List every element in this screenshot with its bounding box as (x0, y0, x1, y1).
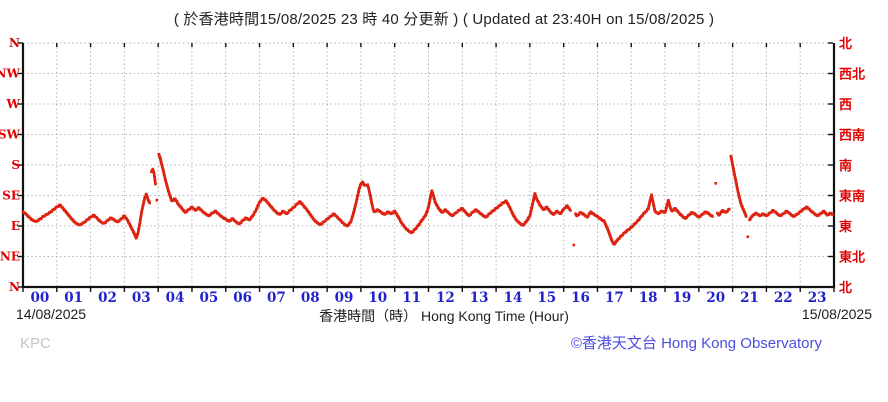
copyright-label: ©香港天文台 Hong Kong Observatory (570, 335, 822, 352)
y-axis-label-left: SE (2, 189, 20, 203)
y-axis-label-left: N (9, 36, 20, 50)
hour-tick-label: 12 (436, 290, 455, 306)
y-axis-label-right: 西北 (839, 68, 865, 83)
hour-tick-label: 16 (571, 290, 590, 306)
hour-tick-label: 04 (166, 290, 185, 306)
axis-ticks (18, 42, 835, 292)
station-code-label: KPC (20, 335, 51, 352)
y-axis-label-left: N (9, 280, 20, 294)
hour-tick-label: 10 (368, 290, 387, 306)
hour-tick-label: 05 (199, 290, 218, 306)
y-axis-label-right: 西南 (839, 128, 865, 144)
hour-tick-label: 19 (673, 290, 692, 306)
hour-tick-label: 11 (402, 290, 421, 306)
grid-lines (23, 42, 834, 287)
y-axis-label-left: SW (0, 128, 21, 142)
y-axis-label-right: 東南 (839, 189, 865, 205)
data-points (21, 152, 835, 247)
hour-tick-label: 09 (335, 290, 354, 306)
y-axis-label-right: 東 (839, 219, 852, 235)
hour-tick-label: 15 (537, 290, 556, 306)
hour-tick-label: 21 (740, 290, 759, 306)
hour-tick-label: 23 (808, 290, 827, 306)
hour-tick-label: 08 (301, 290, 320, 306)
hour-tick-label: 17 (605, 290, 624, 306)
y-axis-label-right: 西 (839, 98, 852, 113)
x-axis-date-end: 15/08/2025 (801, 306, 872, 322)
hour-tick-label: 03 (132, 290, 151, 306)
hour-tick-label: 06 (233, 290, 252, 306)
y-axis-label-left: NW (0, 67, 21, 81)
hour-tick-label: 02 (98, 290, 117, 306)
hour-tick-label: 20 (706, 290, 725, 306)
x-axis-caption: 香港時間（時） Hong Kong Time (Hour) (319, 308, 569, 324)
hour-tick-label: 22 (774, 290, 793, 306)
y-axis-label-left: NE (0, 250, 20, 264)
hour-tick-label: 13 (470, 290, 489, 306)
y-axis-label-right: 北 (839, 281, 852, 296)
y-axis-label-right: 東北 (839, 250, 865, 266)
y-axis-label-left: S (11, 158, 20, 172)
hour-tick-label: 07 (267, 290, 286, 306)
x-axis-date-start: 14/08/2025 (16, 306, 87, 322)
hour-tick-label: 14 (504, 290, 523, 306)
y-axis-label-left: E (11, 219, 20, 233)
y-axis-label-right: 南 (839, 158, 852, 174)
hour-tick-label: 18 (639, 290, 658, 306)
axis-lines (21, 43, 836, 289)
y-axis-label-right: 北 (839, 37, 852, 52)
hour-tick-label: 01 (64, 290, 83, 306)
hour-tick-label: 00 (30, 290, 49, 306)
axis-labels: N 北 NW 西北 W 西 SW 西南 S 南 SE 東南 E 東 NE 東北 N 北 00 01 02 03 04 05 06… (0, 36, 865, 306)
chart-title: ( 於香港時間15/08/2025 23 時 40 分更新 ) ( Update… (173, 11, 715, 28)
y-axis-label-left: W (6, 97, 21, 111)
